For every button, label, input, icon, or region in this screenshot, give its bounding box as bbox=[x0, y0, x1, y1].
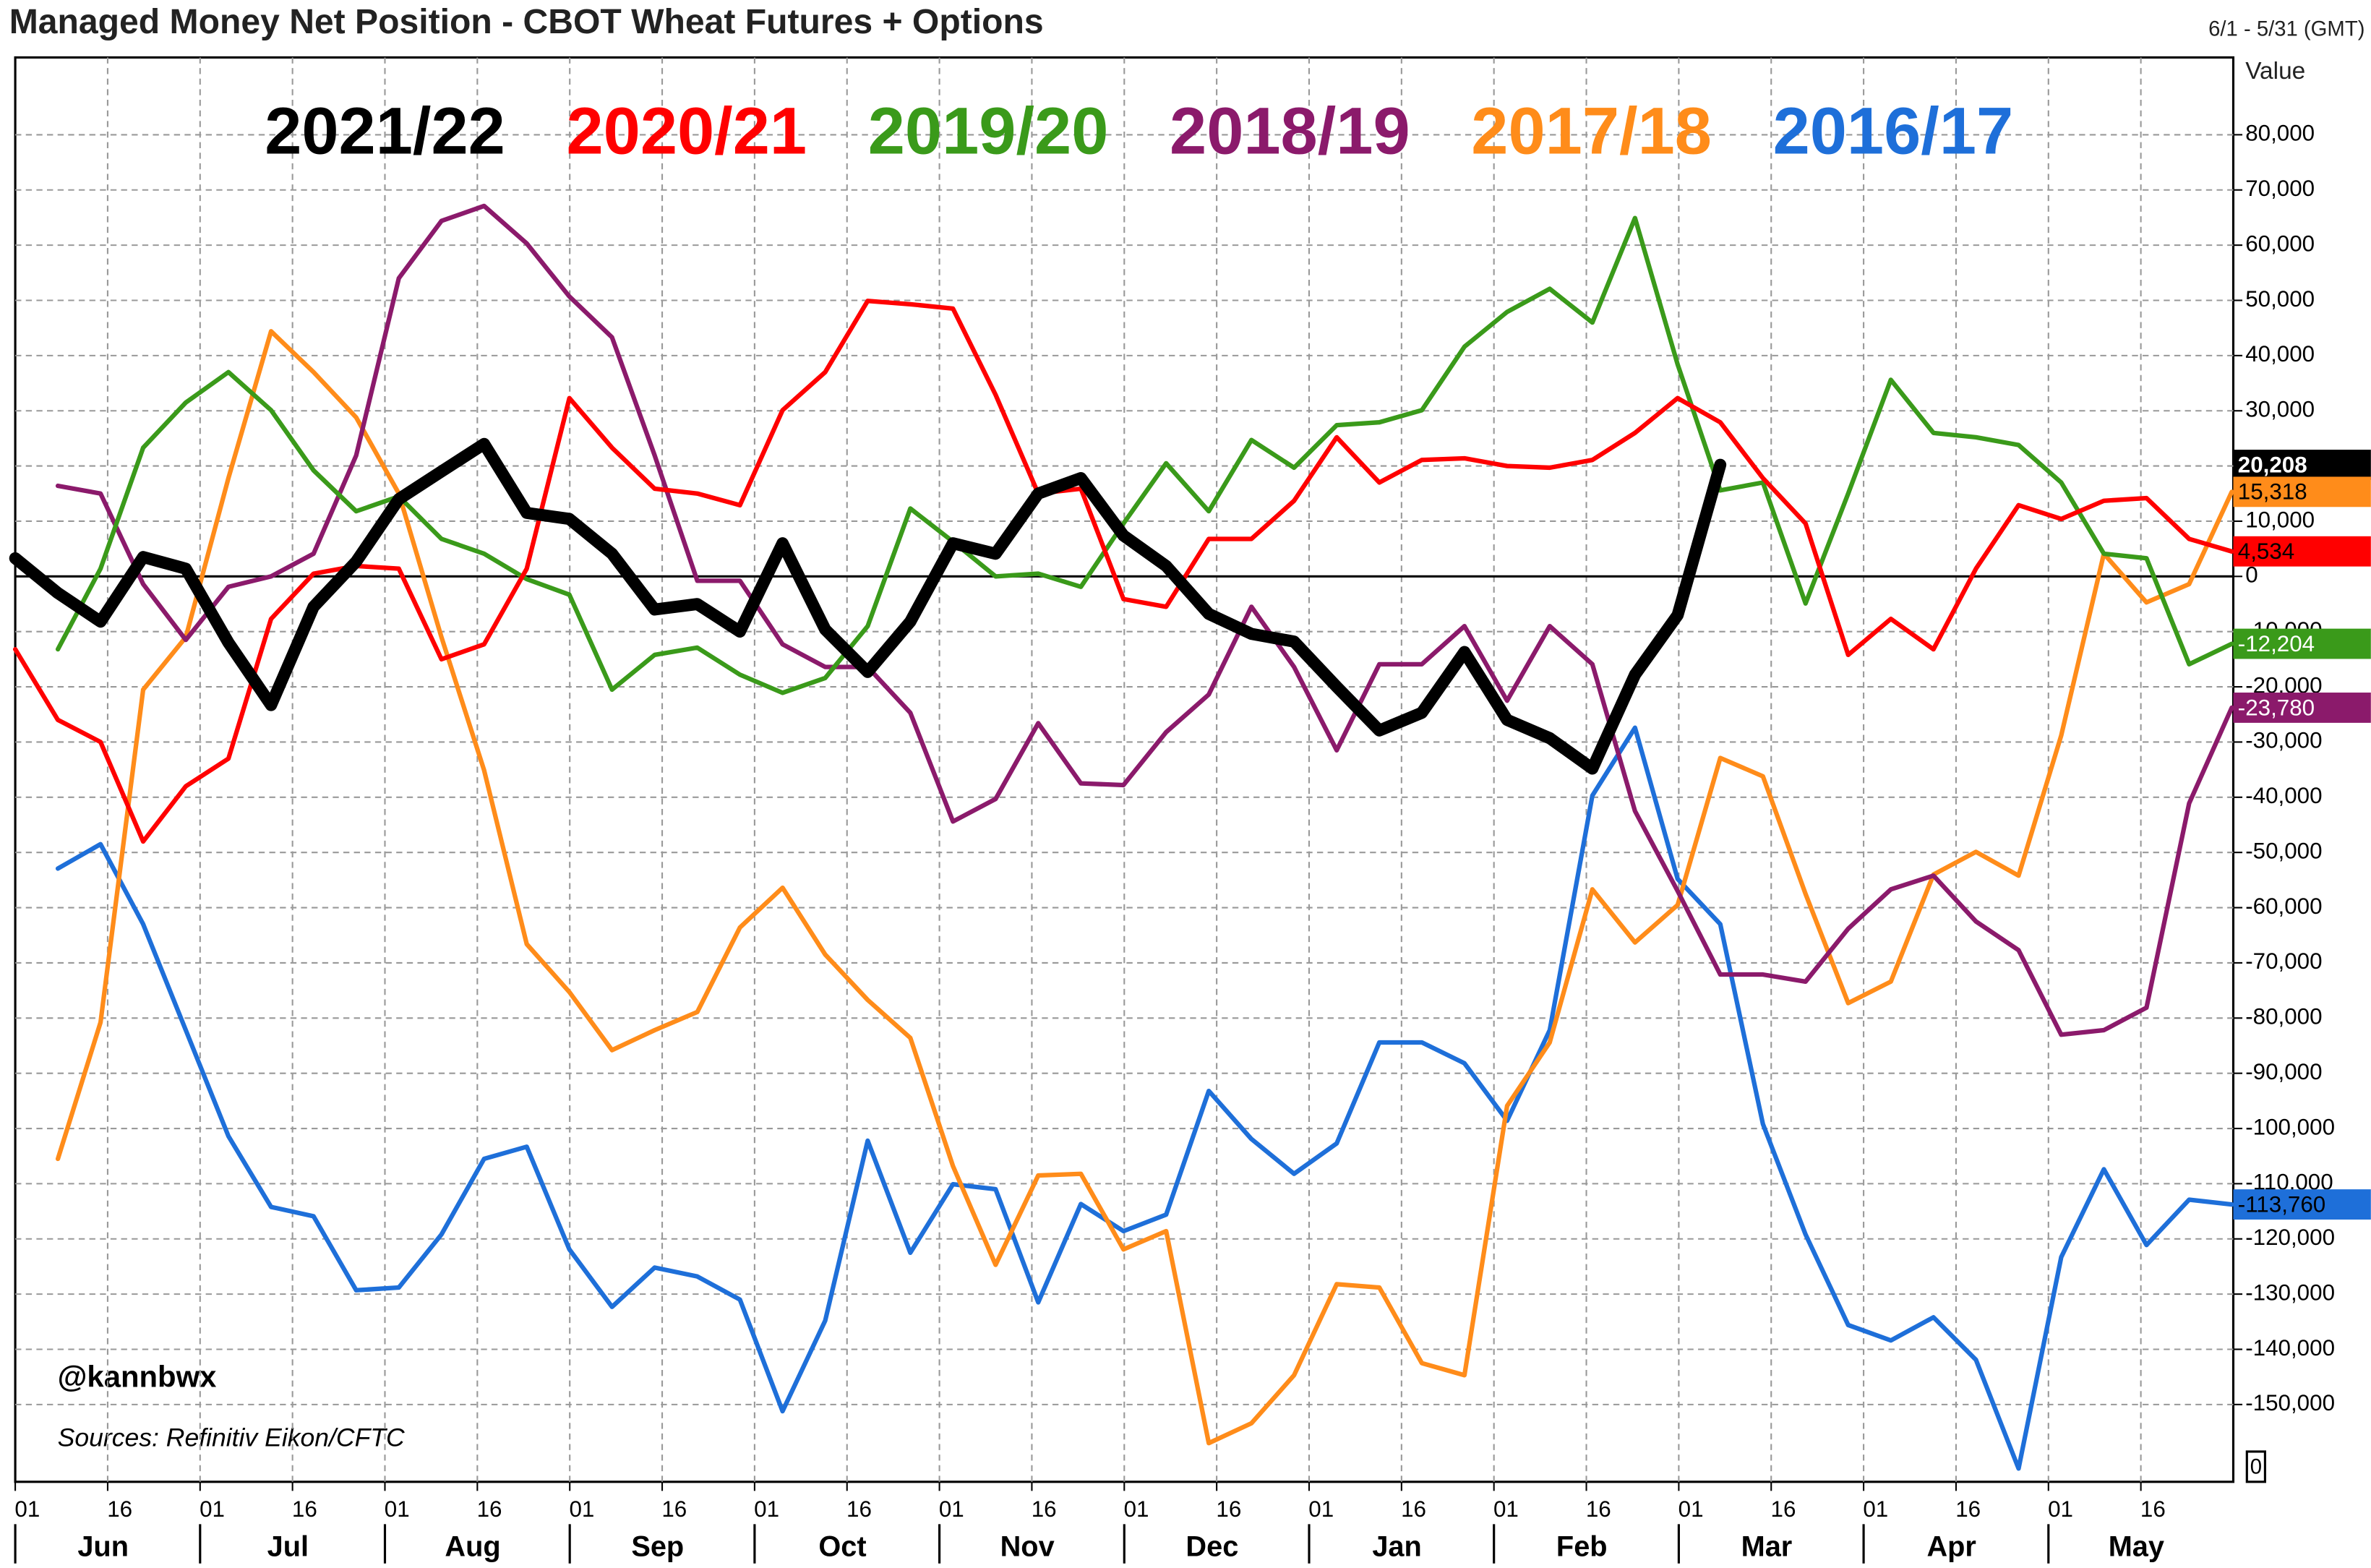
month-label: Jan bbox=[1372, 1530, 1421, 1562]
last-value-tag bbox=[2233, 536, 2371, 567]
y-tick-label: -70,000 bbox=[2245, 948, 2322, 974]
month-label: Nov bbox=[1000, 1530, 1055, 1562]
y-tick-label: -130,000 bbox=[2245, 1280, 2335, 1305]
legend-entry: 2017/18 bbox=[1471, 94, 1712, 168]
last-value-tag bbox=[2233, 476, 2371, 507]
last-value-label: 4,534 bbox=[2238, 539, 2294, 564]
x-tick-label: 01 bbox=[1863, 1496, 1888, 1522]
x-tick-label: 01 bbox=[1124, 1496, 1149, 1522]
y-tick-label: -80,000 bbox=[2245, 1004, 2322, 1029]
x-tick-label: 16 bbox=[661, 1496, 687, 1522]
corner-label: 0 bbox=[2250, 1455, 2262, 1479]
y-tick-label: -100,000 bbox=[2245, 1114, 2335, 1139]
y-tick-label: -140,000 bbox=[2245, 1335, 2335, 1361]
y-tick-label: 10,000 bbox=[2245, 507, 2315, 532]
x-tick-label: 01 bbox=[754, 1496, 779, 1522]
handle: @kannbwx bbox=[58, 1360, 217, 1394]
y-tick-label: -150,000 bbox=[2245, 1390, 2335, 1415]
y-tick-label: -30,000 bbox=[2245, 728, 2322, 753]
x-tick-label: 16 bbox=[2140, 1496, 2166, 1522]
month-label: May bbox=[2109, 1530, 2164, 1562]
month-label: Aug bbox=[445, 1530, 500, 1562]
source-note: Sources: Refinitiv Eikon/CFTC bbox=[58, 1423, 405, 1452]
legend-entry: 2021/22 bbox=[265, 94, 505, 168]
x-tick-label: 16 bbox=[1955, 1496, 1981, 1522]
x-tick-label: 16 bbox=[477, 1496, 502, 1522]
month-label: Mar bbox=[1741, 1530, 1793, 1562]
x-tick-label: 01 bbox=[200, 1496, 225, 1522]
last-value-label: 20,208 bbox=[2238, 452, 2307, 477]
x-tick-label: 16 bbox=[1771, 1496, 1796, 1522]
series-line bbox=[55, 203, 2234, 1037]
series-line bbox=[55, 725, 2234, 1471]
month-label: Sep bbox=[631, 1530, 684, 1562]
month-label: Dec bbox=[1186, 1530, 1238, 1562]
x-tick-label: 16 bbox=[1032, 1496, 1057, 1522]
month-label: Jun bbox=[77, 1530, 129, 1562]
x-tick-label: 16 bbox=[1401, 1496, 1426, 1522]
y-tick-label: 80,000 bbox=[2245, 121, 2315, 146]
x-tick-label: 01 bbox=[2048, 1496, 2073, 1522]
range-label: 6/1 - 5/31 (GMT) bbox=[2208, 17, 2364, 41]
chart-title: Managed Money Net Position - CBOT Wheat … bbox=[9, 2, 1044, 41]
y-tick-label: 70,000 bbox=[2245, 176, 2315, 201]
x-tick-label: 16 bbox=[292, 1496, 317, 1522]
x-tick-label: 01 bbox=[939, 1496, 964, 1522]
series-line bbox=[12, 299, 2234, 844]
y-tick-label: -90,000 bbox=[2245, 1059, 2322, 1084]
x-tick-label: 01 bbox=[569, 1496, 594, 1522]
legend-entry: 2019/20 bbox=[868, 94, 1109, 168]
legend-entry: 2016/17 bbox=[1773, 94, 2014, 168]
x-tick-label: 01 bbox=[385, 1496, 410, 1522]
x-tick-label: 16 bbox=[846, 1496, 872, 1522]
legend-entry: 2020/21 bbox=[566, 94, 807, 168]
x-tick-label: 01 bbox=[1493, 1496, 1519, 1522]
month-label: Jul bbox=[267, 1530, 309, 1562]
x-tick-label: 01 bbox=[1678, 1496, 1704, 1522]
series-line bbox=[55, 329, 2234, 1446]
x-tick-label: 16 bbox=[107, 1496, 132, 1522]
series-line bbox=[9, 437, 1727, 775]
y-tick-label: -40,000 bbox=[2245, 783, 2322, 808]
y-tick-label: 40,000 bbox=[2245, 341, 2315, 367]
last-value-label: 15,318 bbox=[2238, 479, 2307, 505]
y-tick-label: -50,000 bbox=[2245, 838, 2322, 863]
y-tick-label: 0 bbox=[2245, 562, 2258, 588]
last-value-label: -23,780 bbox=[2238, 695, 2315, 720]
y-tick-label: 30,000 bbox=[2245, 397, 2315, 422]
y-tick-label: -60,000 bbox=[2245, 894, 2322, 919]
x-tick-label: 01 bbox=[14, 1496, 40, 1522]
corner-box bbox=[2245, 1450, 2266, 1483]
month-label: Feb bbox=[1556, 1530, 1608, 1562]
last-value-label: -113,760 bbox=[2238, 1191, 2325, 1217]
x-tick-label: 16 bbox=[1216, 1496, 1241, 1522]
month-label: Apr bbox=[1926, 1530, 1976, 1562]
y-tick-label: 60,000 bbox=[2245, 231, 2315, 256]
last-value-tag bbox=[2233, 693, 2371, 723]
month-label: Oct bbox=[818, 1530, 866, 1562]
last-value-label: -12,204 bbox=[2238, 631, 2315, 656]
series-line bbox=[55, 215, 2234, 695]
y-tick-label: 50,000 bbox=[2245, 286, 2315, 312]
last-value-tag bbox=[2233, 450, 2371, 480]
y-tick-label: -120,000 bbox=[2245, 1225, 2335, 1250]
last-value-tag bbox=[2233, 628, 2371, 659]
legend-entry: 2018/19 bbox=[1170, 94, 1410, 168]
y-axis-label: Value bbox=[2245, 58, 2305, 85]
x-tick-label: 16 bbox=[1586, 1496, 1611, 1522]
x-tick-label: 01 bbox=[1308, 1496, 1334, 1522]
last-value-tag bbox=[2233, 1189, 2371, 1220]
